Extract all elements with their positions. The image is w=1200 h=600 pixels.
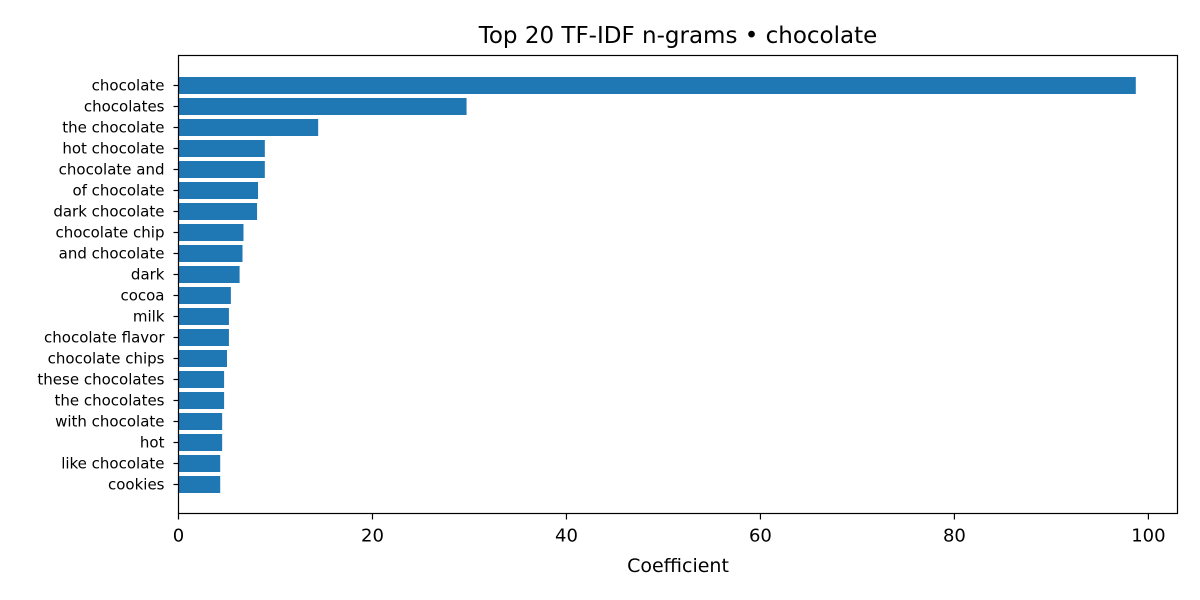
- bar-and-chocolate: [178, 245, 243, 262]
- y-axis-ticks: chocolate chocolates the chocolate hot choc…: [37, 77, 179, 494]
- chart-title: Top 20 TF-IDF n-grams • chocolate: [478, 23, 878, 49]
- bar-chocolate: [178, 77, 1136, 94]
- y-tick-label: and chocolate: [59, 245, 165, 263]
- y-tick-label: dark chocolate: [53, 203, 164, 221]
- y-tick-label: cookies: [108, 476, 165, 494]
- plot-frame: [177, 54, 1179, 515]
- bar-chocolate-chips: [178, 350, 227, 367]
- bar-hot: [178, 434, 223, 451]
- x-axis-label: Coefficient: [627, 555, 729, 577]
- y-tick-label: chocolate chip: [55, 224, 164, 242]
- y-tick-label: the chocolates: [54, 392, 164, 410]
- y-tick-label: like chocolate: [61, 455, 164, 473]
- y-tick-label: chocolate: [92, 77, 165, 95]
- bar-these-chocolates: [178, 371, 225, 388]
- bar-with-chocolate: [178, 413, 223, 430]
- x-tick-label: 60: [749, 526, 772, 547]
- bar-dark-chocolate: [178, 203, 258, 220]
- bar-the-chocolate: [178, 119, 319, 136]
- x-tick-label: 20: [361, 526, 384, 547]
- y-tick-label: the chocolate: [62, 119, 164, 137]
- y-tick-label: with chocolate: [55, 413, 164, 431]
- x-tick-label: 0: [173, 526, 184, 547]
- y-tick-label: dark: [131, 266, 165, 284]
- bars-layer: [178, 77, 1136, 493]
- y-tick-label: hot chocolate: [62, 140, 164, 158]
- bar-cookies: [178, 476, 221, 493]
- bar-chocolate-flavor: [178, 329, 229, 346]
- x-tick-label: 40: [555, 526, 578, 547]
- bar-hot-chocolate: [178, 140, 265, 157]
- x-tick-label: 80: [943, 526, 966, 547]
- y-tick-label: these chocolates: [37, 371, 164, 389]
- bar-the-chocolates: [178, 392, 225, 409]
- y-tick-label: chocolate and: [59, 161, 165, 179]
- bar-cocoa: [178, 287, 231, 304]
- bar-chocolates: [178, 98, 467, 115]
- x-axis-ticks: 0 20 40 60 80 100: [173, 513, 1166, 547]
- x-tick-label: 100: [1131, 526, 1165, 547]
- y-tick-label: milk: [133, 308, 165, 326]
- y-tick-label: chocolate flavor: [44, 329, 165, 347]
- y-tick-label: chocolates: [84, 98, 165, 116]
- y-tick-label: hot: [140, 434, 165, 452]
- bar-like-chocolate: [178, 455, 221, 472]
- bar-dark: [178, 266, 240, 283]
- bar-chocolate-and: [178, 161, 265, 178]
- bar-of-chocolate: [178, 182, 259, 199]
- y-tick-label: chocolate chips: [48, 350, 165, 368]
- y-tick-label: of chocolate: [72, 182, 164, 200]
- y-tick-label: cocoa: [120, 287, 164, 305]
- bar-chocolate-chip: [178, 224, 244, 241]
- bar-milk: [178, 308, 229, 325]
